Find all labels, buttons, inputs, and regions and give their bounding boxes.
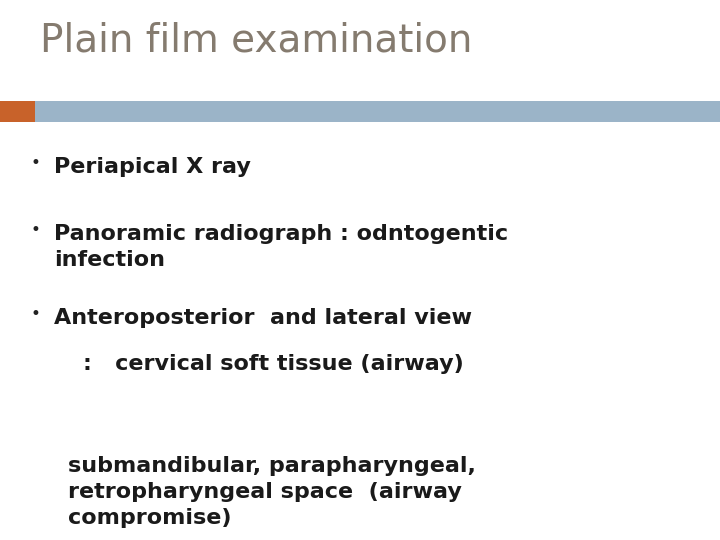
Text: submandibular, parapharyngeal,
retropharyngeal space  (airway
compromise): submandibular, parapharyngeal, retrophar… [68, 456, 476, 528]
Text: Anteroposterior  and lateral view: Anteroposterior and lateral view [54, 308, 472, 328]
Text: Panoramic radiograph : odntogentic
infection: Panoramic radiograph : odntogentic infec… [54, 224, 508, 269]
Bar [35, 101, 720, 122]
Text: Plain film examination: Plain film examination [40, 22, 472, 59]
Text: :   cervical soft tissue (airway): : cervical soft tissue (airway) [83, 354, 464, 374]
Text: •: • [31, 154, 41, 172]
Text: Periapical X ray: Periapical X ray [54, 157, 251, 177]
Bar [0, 101, 35, 122]
Text: •: • [31, 305, 41, 323]
Text: •: • [31, 221, 41, 239]
